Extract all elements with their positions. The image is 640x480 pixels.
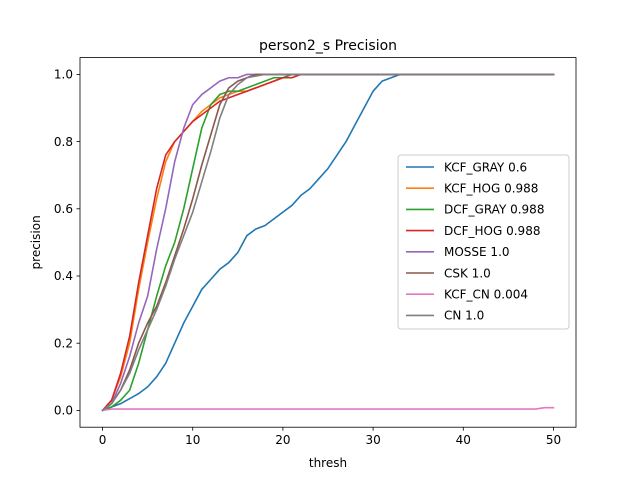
legend-label: KCF_GRAY 0.6 [444,160,527,174]
legend: KCF_GRAY 0.6 KCF_HOG 0.988 DCF_GRAY 0.988 D… [397,154,570,330]
x-tick-label: 20 [275,433,290,447]
legend-box [397,154,570,330]
legend-label: KCF_HOG 0.988 [444,182,538,196]
y-tick-label: 0.4 [54,269,73,283]
x-tick-label: 10 [185,433,200,447]
x-tick-label: 30 [365,433,380,447]
y-axis-label: precision [29,215,43,269]
legend-label: DCF_GRAY 0.988 [444,203,544,217]
y-axis-ticks: 0.0 0.2 0.4 0.6 0.8 1.0 [54,68,80,418]
legend-label: CN 1.0 [444,309,484,323]
legend-label: KCF_CN 0.004 [444,288,528,302]
y-tick-label: 0.6 [54,202,73,216]
x-axis-label: thresh [309,456,347,470]
series-lines [101,73,555,412]
legend-label: CSK 1.0 [444,266,491,280]
x-axis-ticks: 0 10 20 30 40 50 [99,427,561,447]
legend-label: DCF_HOG 0.988 [444,224,540,238]
x-tick-label: 0 [99,433,107,447]
y-tick-label: 0.0 [54,404,73,418]
y-tick-label: 1.0 [54,68,73,82]
legend-label: MOSSE 1.0 [444,245,510,259]
x-tick-label: 50 [546,433,561,447]
chart-title: person2_s Precision [259,38,397,54]
series-line-kcf-cn [101,406,555,412]
x-tick-label: 40 [456,433,471,447]
y-tick-label: 0.8 [54,135,73,149]
axes-frame [79,57,577,428]
y-tick-label: 0.2 [54,336,73,350]
series-line-cn [101,73,555,412]
